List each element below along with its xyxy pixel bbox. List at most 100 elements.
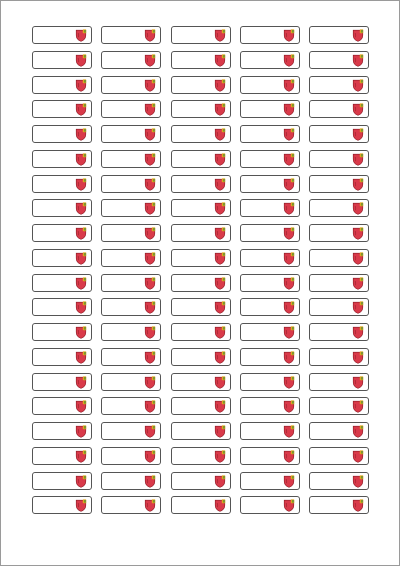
label[interactable] xyxy=(170,100,231,119)
label[interactable] xyxy=(239,149,300,168)
label[interactable] xyxy=(32,496,92,515)
label[interactable] xyxy=(32,397,92,416)
label[interactable] xyxy=(239,199,300,218)
label[interactable] xyxy=(101,422,162,440)
label[interactable] xyxy=(309,149,369,168)
label[interactable] xyxy=(101,446,162,465)
label[interactable] xyxy=(32,347,92,366)
label[interactable] xyxy=(239,26,300,44)
label[interactable] xyxy=(170,174,231,193)
label[interactable] xyxy=(309,422,369,440)
label[interactable] xyxy=(101,26,162,44)
label[interactable] xyxy=(32,372,92,391)
label[interactable] xyxy=(32,125,92,143)
label[interactable] xyxy=(101,50,162,69)
label[interactable] xyxy=(309,372,369,391)
label[interactable] xyxy=(239,100,300,119)
label[interactable] xyxy=(239,496,300,515)
label[interactable] xyxy=(101,323,162,341)
label[interactable] xyxy=(239,323,300,341)
label[interactable] xyxy=(170,26,231,44)
label[interactable] xyxy=(309,75,369,94)
label[interactable] xyxy=(32,174,92,193)
label[interactable] xyxy=(309,496,369,515)
label[interactable] xyxy=(101,174,162,193)
label[interactable] xyxy=(309,199,369,218)
label[interactable] xyxy=(309,100,369,119)
label[interactable] xyxy=(101,298,162,317)
label[interactable] xyxy=(32,199,92,218)
label[interactable] xyxy=(239,397,300,416)
label[interactable] xyxy=(170,199,231,218)
label[interactable] xyxy=(170,347,231,366)
label[interactable] xyxy=(170,372,231,391)
label[interactable] xyxy=(309,347,369,366)
label[interactable] xyxy=(309,323,369,341)
label[interactable] xyxy=(101,273,162,292)
label[interactable] xyxy=(309,298,369,317)
label[interactable] xyxy=(32,248,92,267)
label[interactable] xyxy=(170,446,231,465)
label[interactable] xyxy=(32,422,92,440)
label[interactable] xyxy=(239,471,300,490)
label[interactable] xyxy=(101,496,162,515)
label[interactable] xyxy=(170,496,231,515)
label[interactable] xyxy=(101,125,162,143)
label[interactable] xyxy=(101,248,162,267)
label[interactable] xyxy=(32,100,92,119)
label[interactable] xyxy=(309,50,369,69)
label[interactable] xyxy=(170,75,231,94)
label[interactable] xyxy=(309,248,369,267)
label[interactable] xyxy=(239,298,300,317)
label[interactable] xyxy=(170,224,231,242)
label[interactable] xyxy=(239,224,300,242)
label[interactable] xyxy=(101,224,162,242)
label[interactable] xyxy=(170,323,231,341)
label[interactable] xyxy=(309,446,369,465)
label[interactable] xyxy=(309,224,369,242)
label[interactable] xyxy=(101,149,162,168)
label[interactable] xyxy=(170,471,231,490)
label[interactable] xyxy=(32,323,92,341)
label[interactable] xyxy=(101,372,162,391)
label[interactable] xyxy=(170,273,231,292)
label[interactable] xyxy=(309,125,369,143)
label[interactable] xyxy=(170,298,231,317)
label[interactable] xyxy=(239,75,300,94)
label[interactable] xyxy=(309,26,369,44)
label[interactable] xyxy=(32,224,92,242)
label[interactable] xyxy=(239,372,300,391)
label[interactable] xyxy=(239,273,300,292)
label[interactable] xyxy=(170,422,231,440)
label[interactable] xyxy=(309,273,369,292)
label[interactable] xyxy=(170,149,231,168)
label[interactable] xyxy=(101,199,162,218)
label[interactable] xyxy=(239,248,300,267)
label[interactable] xyxy=(239,174,300,193)
label[interactable] xyxy=(101,75,162,94)
label[interactable] xyxy=(32,149,92,168)
label[interactable] xyxy=(309,471,369,490)
label[interactable] xyxy=(32,471,92,490)
label[interactable] xyxy=(239,347,300,366)
label[interactable] xyxy=(170,125,231,143)
label[interactable] xyxy=(170,248,231,267)
label[interactable] xyxy=(170,397,231,416)
label[interactable] xyxy=(239,125,300,143)
label[interactable] xyxy=(101,471,162,490)
label[interactable] xyxy=(101,347,162,366)
label[interactable] xyxy=(32,273,92,292)
label[interactable] xyxy=(239,50,300,69)
label[interactable] xyxy=(101,397,162,416)
label[interactable] xyxy=(32,50,92,69)
label[interactable] xyxy=(170,50,231,69)
label[interactable] xyxy=(101,100,162,119)
label[interactable] xyxy=(32,298,92,317)
label[interactable] xyxy=(32,26,92,44)
label[interactable] xyxy=(309,174,369,193)
label[interactable] xyxy=(32,446,92,465)
label[interactable] xyxy=(239,446,300,465)
label[interactable] xyxy=(309,397,369,416)
label[interactable] xyxy=(32,75,92,94)
label[interactable] xyxy=(239,422,300,440)
